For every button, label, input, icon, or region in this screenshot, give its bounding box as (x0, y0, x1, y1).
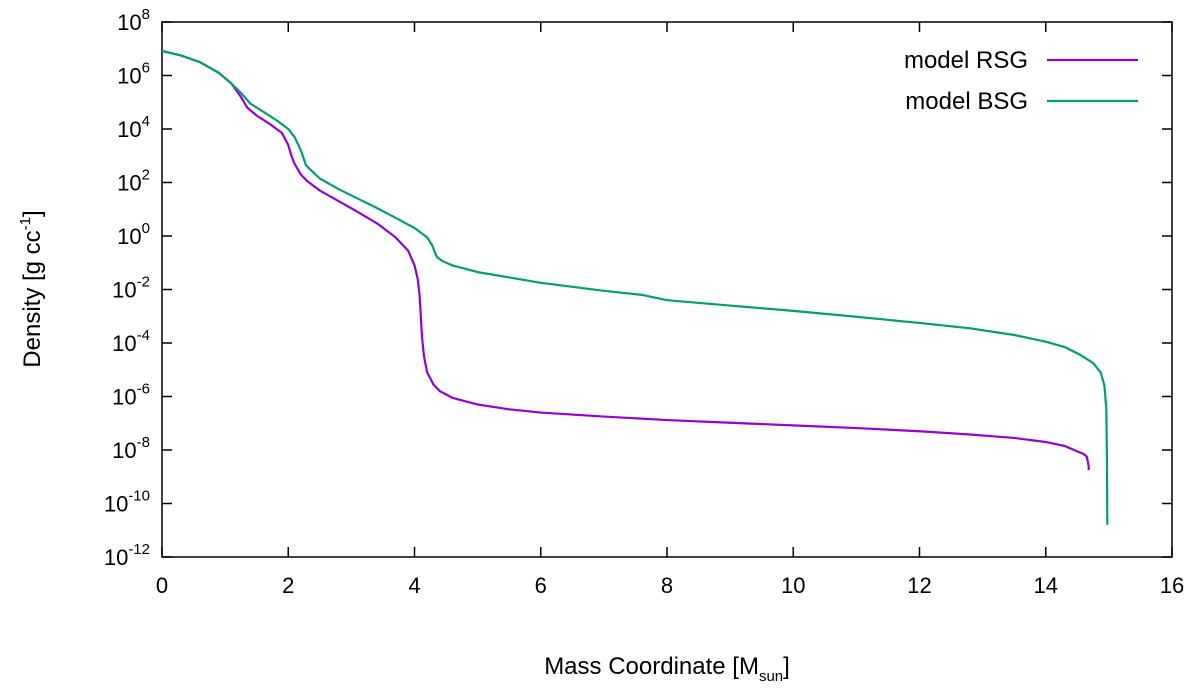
y-tick-exponent: 0 (142, 220, 150, 237)
x-axis-title-close: ] (783, 653, 790, 680)
y-tick-base: 10 (112, 438, 136, 463)
y-tick-exponent: 8 (142, 6, 150, 23)
y-tick-base: 10 (117, 10, 141, 35)
y-tick-base: 10 (117, 64, 141, 89)
y-tick-base: 10 (112, 278, 136, 303)
y-tick-exponent: -8 (137, 434, 150, 451)
x-tick-label: 14 (1034, 573, 1058, 598)
y-tick-label: 10-12 (104, 541, 150, 570)
y-tick-exponent: -10 (128, 488, 150, 505)
y-axis-title-text: Density [g cc (19, 230, 46, 367)
x-axis-title-text: Mass Coordinate [M (544, 653, 759, 680)
y-tick-exponent: -12 (128, 541, 150, 558)
y-axis-title-sup: -1 (17, 217, 34, 230)
y-tick-base: 10 (104, 545, 128, 570)
y-tick-exponent: -4 (137, 327, 150, 344)
svg-text:Mass Coordinate [Msun]: Mass Coordinate [Msun] (544, 653, 790, 685)
x-tick-label: 10 (781, 573, 805, 598)
y-tick-base: 10 (117, 117, 141, 142)
y-tick-label: 10-6 (112, 381, 150, 410)
y-tick-label: 102 (117, 167, 150, 196)
y-tick-label: 106 (117, 60, 150, 89)
y-tick-base: 10 (117, 171, 141, 196)
y-tick-base: 10 (104, 492, 128, 517)
y-tick-base: 10 (112, 385, 136, 410)
y-tick-exponent: 6 (142, 60, 150, 77)
y-tick-base: 10 (112, 331, 136, 356)
y-tick-label: 10-2 (112, 274, 150, 303)
y-tick-label: 104 (117, 113, 150, 142)
series-line-model-rsg (161, 49, 1090, 471)
y-tick-exponent: -6 (137, 381, 150, 398)
y-tick-label: 10-10 (104, 488, 150, 517)
svg-text:Density [g cc-1]: Density [g cc-1] (17, 210, 46, 367)
y-tick-base: 10 (117, 224, 141, 249)
x-axis-title: Mass Coordinate [Msun] (544, 653, 790, 685)
x-axis-title-sub: sun (759, 668, 783, 685)
x-tick-label: 6 (535, 573, 547, 598)
series-line-model-bsg (161, 49, 1109, 525)
x-tick-label: 16 (1160, 573, 1184, 598)
y-tick-exponent: 2 (142, 167, 150, 184)
x-tick-label: 4 (408, 573, 420, 598)
x-tick-label: 2 (282, 573, 294, 598)
y-tick-label: 100 (117, 220, 150, 249)
legend: model RSG model BSG (904, 47, 1138, 115)
y-axis-title: Density [g cc-1] (17, 210, 46, 367)
y-tick-label: 10-4 (112, 327, 150, 356)
y-tick-label: 10-8 (112, 434, 150, 463)
y-axis-title-close: ] (19, 210, 46, 217)
x-tick-label: 12 (907, 573, 931, 598)
y-tick-exponent: 4 (142, 113, 150, 130)
legend-label: model BSG (905, 88, 1028, 115)
x-tick-label: 8 (661, 573, 673, 598)
y-tick-label: 108 (117, 6, 150, 35)
legend-label: model RSG (904, 47, 1028, 74)
x-tick-label: 0 (156, 573, 168, 598)
y-tick-exponent: -2 (137, 274, 150, 291)
